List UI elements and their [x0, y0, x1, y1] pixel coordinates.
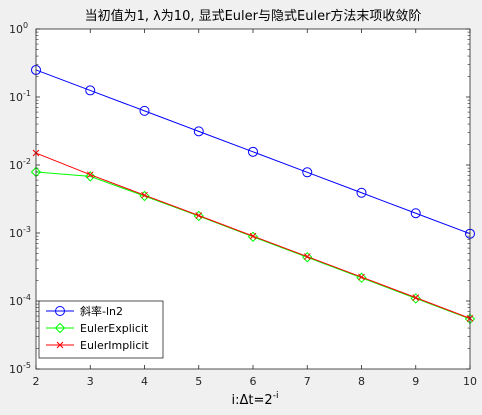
- legend-label: EulerExplicit: [80, 322, 149, 335]
- x-tick-label: 8: [358, 375, 365, 388]
- x-tick-label: 2: [33, 375, 40, 388]
- legend-label: 斜率-ln2: [80, 304, 123, 318]
- legend-label: EulerImplicit: [80, 339, 149, 352]
- x-axis-label: i:Δt=2-i: [232, 391, 279, 408]
- chart-title: 当初值为1, λ为10, 显式Euler与隐式Euler方法末项收敛阶: [85, 8, 422, 24]
- x-tick-label: 4: [141, 375, 148, 388]
- x-axis-label-superscript: -i: [273, 391, 279, 401]
- x-tick-label: 7: [304, 375, 311, 388]
- legend: 斜率-ln2 EulerExplicit EulerImplicit: [39, 301, 163, 358]
- x-tick-label: 3: [87, 375, 94, 388]
- x-tick-label: 10: [463, 375, 477, 388]
- x-axis-label-main: i:Δt=2: [232, 393, 273, 408]
- x-tick-label: 9: [412, 375, 419, 388]
- x-tick-label: 6: [250, 375, 257, 388]
- x-tick-label: 5: [195, 375, 202, 388]
